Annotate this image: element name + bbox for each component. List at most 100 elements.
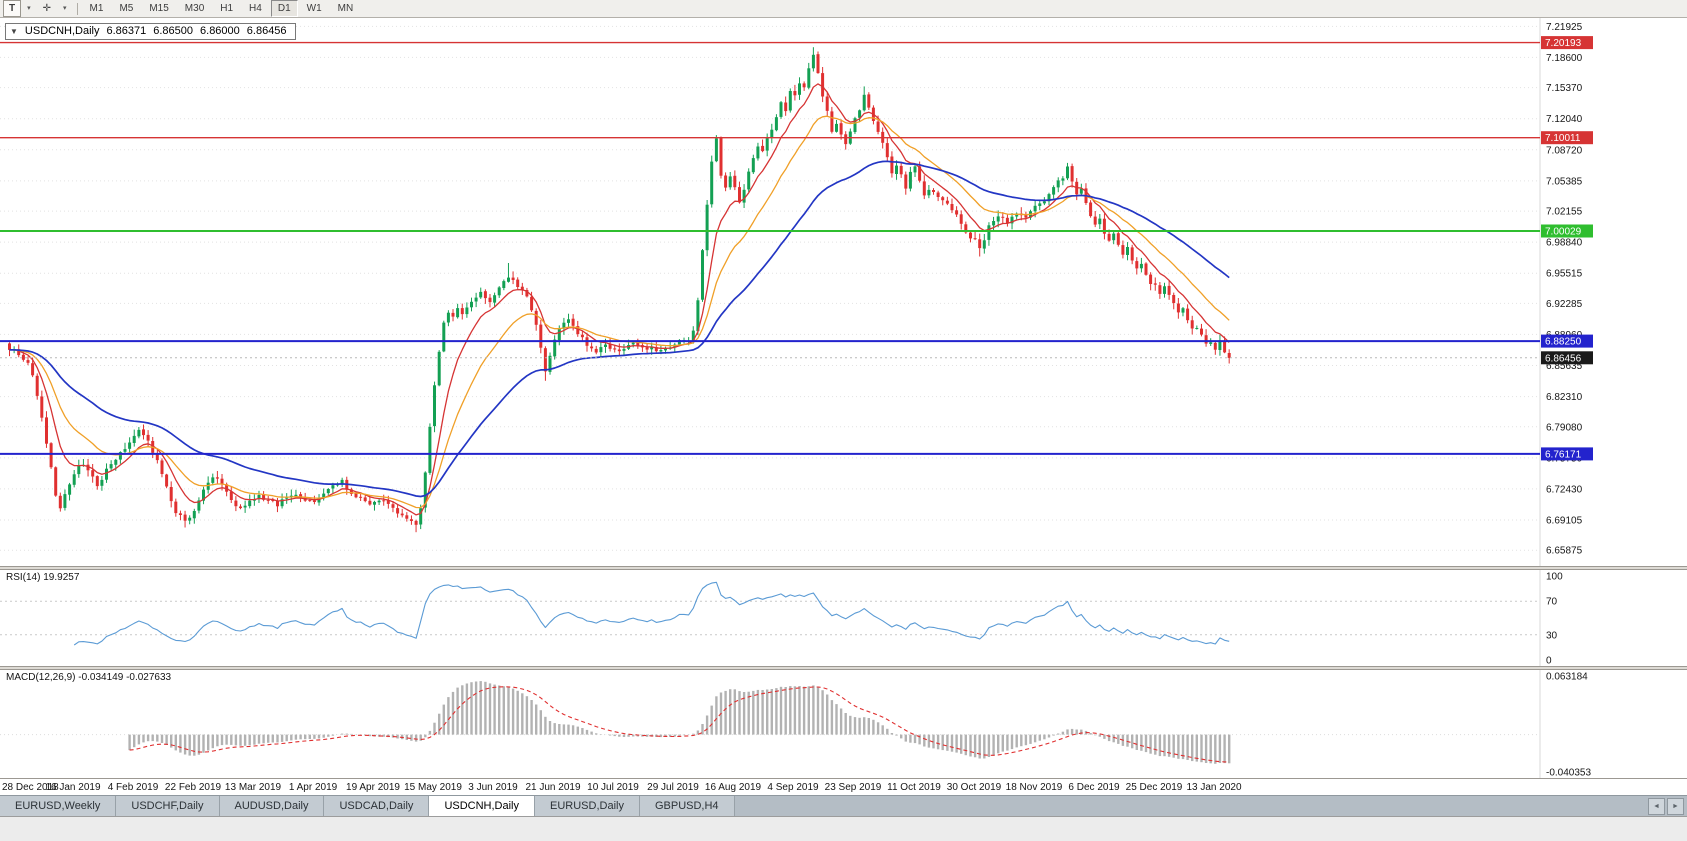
timeframe-button-m15[interactable]: M15 (149, 3, 169, 14)
timeframe-button-d1[interactable]: D1 (270, 0, 298, 17)
date-label: 19 Apr 2019 (346, 782, 400, 793)
tab-usdcad-daily[interactable]: USDCAD,Daily (324, 796, 430, 816)
panel-resize-handle[interactable] (0, 666, 1687, 670)
date-label: 4 Sep 2019 (767, 782, 819, 793)
svg-text:0: 0 (1546, 656, 1552, 667)
tab-audusd-daily[interactable]: AUDUSD,Daily (219, 796, 325, 816)
svg-text:70: 70 (1546, 597, 1558, 608)
macd-canvas[interactable]: 0.063184 -0.040353 (0, 670, 1687, 778)
tab-scroll-buttons: ◄ ► (1648, 796, 1687, 816)
svg-text:0.063184: 0.063184 (1546, 672, 1588, 683)
date-label: 15 May 2019 (404, 782, 462, 793)
svg-text:6.69105: 6.69105 (1546, 516, 1583, 527)
chevron-right-icon: ► (1672, 802, 1679, 810)
svg-text:6.86456: 6.86456 (1545, 353, 1582, 364)
timeframe-button-w1[interactable]: W1 (306, 3, 322, 14)
templates-button[interactable]: T (3, 0, 22, 17)
timeframe-button-h1[interactable]: H1 (220, 3, 234, 14)
rsi-panel: 100 70 30 0 RSI(14) 19.9257 (0, 570, 1687, 666)
tab-eurusd-daily[interactable]: EURUSD,Daily (535, 796, 640, 816)
dropdown-caret-icon: ▾ (27, 5, 31, 12)
rsi-title: RSI(14) 19.9257 (6, 572, 80, 583)
main-chart-panel: 7.21925 7.18600 7.15370 7.12040 7.08720 7.053… (0, 18, 1687, 566)
svg-text:6.92285: 6.92285 (1546, 299, 1583, 310)
svg-text:7.08720: 7.08720 (1546, 145, 1583, 156)
svg-text:6.76171: 6.76171 (1545, 449, 1582, 460)
svg-text:7.18600: 7.18600 (1546, 53, 1583, 64)
svg-text:6.88250: 6.88250 (1545, 337, 1582, 348)
ohlc-close-value: 6.86456 (246, 25, 287, 37)
toolbar-separator (76, 2, 78, 15)
date-label: 23 Sep 2019 (824, 782, 882, 793)
dropdown-caret-icon: ▾ (63, 5, 67, 12)
svg-text:7.15370: 7.15370 (1546, 83, 1583, 94)
macd-title: MACD(12,26,9) -0.034149 -0.027633 (6, 672, 172, 683)
svg-text:6.82310: 6.82310 (1546, 392, 1583, 403)
date-label: 6 Dec 2019 (1068, 782, 1120, 793)
tab-gbpusd-h4[interactable]: GBPUSD,H4 (639, 796, 735, 816)
tab-usdcnh-daily[interactable]: USDCNH,Daily (429, 796, 535, 816)
tab-eurusd-weekly[interactable]: EURUSD,Weekly (0, 796, 117, 816)
templates-dropdown-button[interactable]: ▾ (21, 0, 37, 17)
svg-text:7.00029: 7.00029 (1545, 227, 1582, 238)
svg-text:6.79080: 6.79080 (1546, 422, 1583, 433)
crosshair-icon: ✛ (42, 3, 52, 14)
timeframe-button-mn[interactable]: MN (337, 3, 354, 14)
tab-scroll-left-button[interactable]: ◄ (1648, 797, 1665, 815)
chart-tab-bar: EURUSD,Weekly USDCHF,Daily AUDUSD,Daily USD… (0, 795, 1687, 816)
svg-text:7.02155: 7.02155 (1546, 207, 1583, 218)
date-label: 11 Oct 2019 (887, 782, 941, 793)
date-label: 10 Jul 2019 (587, 782, 639, 793)
date-label: 4 Feb 2019 (107, 782, 159, 793)
collapse-triangle-icon[interactable]: ▼ (10, 26, 18, 36)
svg-text:6.72430: 6.72430 (1546, 484, 1583, 495)
svg-text:7.10011: 7.10011 (1545, 133, 1581, 144)
tool-dropdown-button[interactable]: ▾ (57, 0, 73, 17)
date-label: 13 Mar 2019 (224, 782, 282, 793)
ohlc-high-value: 6.86500 (153, 25, 194, 37)
time-axis[interactable]: 28 Dec 2018 16 Jan 2019 4 Feb 2019 22 Feb 2… (0, 778, 1687, 795)
date-label: 28 Dec 2018 (2, 782, 59, 793)
ohlc-open-value: 6.86371 (106, 25, 147, 37)
svg-text:7.05385: 7.05385 (1546, 176, 1583, 187)
crosshair-tool-button[interactable]: ✛ (37, 0, 57, 17)
tab-scroll-right-button[interactable]: ► (1667, 797, 1684, 815)
main-chart-canvas[interactable]: 7.21925 7.18600 7.15370 7.12040 7.08720 7.053… (0, 18, 1687, 566)
svg-text:6.98840: 6.98840 (1546, 238, 1583, 249)
date-label: 29 Jul 2019 (647, 782, 699, 793)
rsi-canvas[interactable]: 100 70 30 0 (0, 570, 1687, 666)
panel-resize-handle[interactable] (0, 566, 1687, 570)
svg-text:6.85635: 6.85635 (1546, 361, 1583, 372)
chart-symbol-label: USDCNH,Daily (24, 25, 100, 37)
date-label: 18 Nov 2019 (1005, 782, 1063, 793)
ohlc-low-value: 6.86000 (200, 25, 240, 37)
date-label: 21 Jun 2019 (525, 782, 581, 793)
toolbar: T ▾ ✛ ▾ M1 M5 M15 M30 H1 H4 D1 W1 MN (0, 0, 1687, 18)
date-label: 22 Feb 2019 (164, 782, 222, 793)
svg-text:6.65875: 6.65875 (1546, 546, 1583, 557)
date-label: 3 Jun 2019 (468, 782, 518, 793)
chevron-left-icon: ◄ (1653, 802, 1660, 810)
date-label: 16 Jan 2019 (45, 782, 101, 793)
date-label: 13 Jan 2020 (1186, 782, 1242, 793)
timeframe-button-m30[interactable]: M30 (184, 3, 205, 14)
svg-text:7.12040: 7.12040 (1546, 114, 1583, 125)
date-label: 30 Oct 2019 (946, 782, 1002, 793)
svg-text:6.95515: 6.95515 (1546, 269, 1583, 280)
svg-text:30: 30 (1546, 630, 1558, 641)
status-bar (0, 816, 1687, 841)
chart-title-box: ▼ USDCNH,Daily 6.86371 6.86500 6.86000 6… (5, 23, 296, 40)
timeframe-button-h4[interactable]: H4 (249, 3, 262, 14)
timeframe-group: M1 M5 M15 M30 H1 H4 D1 W1 MN (82, 0, 362, 17)
svg-text:100: 100 (1546, 572, 1563, 583)
date-label: 1 Apr 2019 (288, 782, 338, 793)
templates-label: T (9, 3, 16, 14)
timeframe-button-m1[interactable]: M1 (89, 3, 104, 14)
macd-panel: 0.063184 -0.040353 MACD(12,26,9) -0.03414… (0, 670, 1687, 778)
date-label: 25 Dec 2019 (1125, 782, 1183, 793)
tab-usdchf-daily[interactable]: USDCHF,Daily (116, 796, 220, 816)
date-label: 16 Aug 2019 (704, 782, 762, 793)
timeframe-button-m5[interactable]: M5 (119, 3, 134, 14)
svg-text:-0.040353: -0.040353 (1546, 768, 1591, 779)
